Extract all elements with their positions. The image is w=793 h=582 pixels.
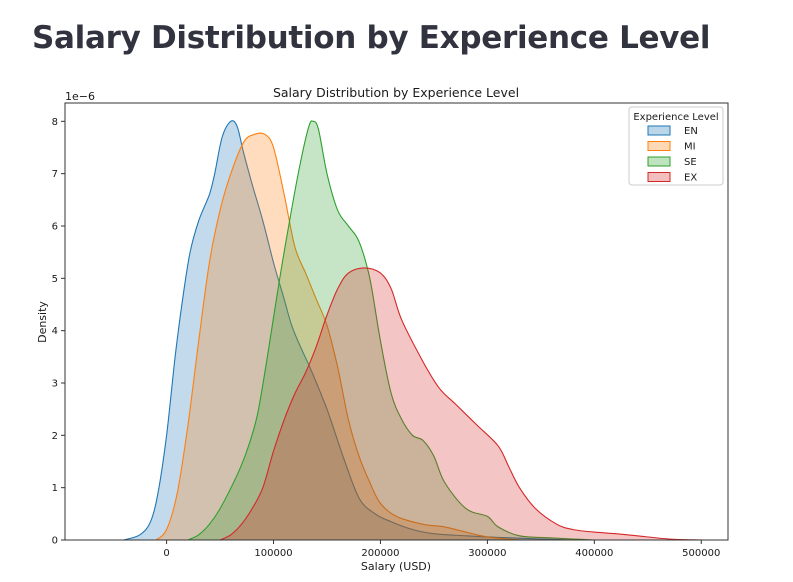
x-tick-label: 100000 <box>254 548 292 559</box>
legend-swatch-en <box>647 125 671 136</box>
y-tick-label: 1 <box>52 483 58 494</box>
legend-swatch-mi <box>647 141 671 151</box>
legend-label-ex: EX <box>684 173 697 184</box>
legend-swatch-se <box>647 156 671 167</box>
y-axis-label: Density <box>36 301 49 343</box>
y-axis-ticks: 0 1 2 3 4 5 6 7 8 <box>52 117 65 547</box>
y-offset-label: 1e−6 <box>65 90 95 103</box>
legend-label-mi: MI <box>684 142 696 153</box>
density-fill-mi <box>155 133 520 540</box>
y-tick-label: 3 <box>52 378 58 389</box>
y-tick-label: 7 <box>52 169 58 180</box>
x-axis-label: Salary (USD) <box>361 560 431 573</box>
y-tick-label: 6 <box>52 221 58 232</box>
legend-label-se: SE <box>684 157 697 168</box>
x-tick-label: 200000 <box>361 548 399 559</box>
legend-label-en: EN <box>684 126 698 137</box>
density-fill-se <box>188 120 595 541</box>
y-tick-label: 8 <box>52 117 58 128</box>
x-tick-label: 400000 <box>575 548 613 559</box>
density-line-mi <box>155 132 520 541</box>
y-tick-label: 4 <box>52 326 58 337</box>
density-areas <box>123 120 702 541</box>
y-tick-label: 2 <box>52 431 58 442</box>
page-heading: Salary Distribution by Experience Level <box>32 20 711 56</box>
y-tick-label: 5 <box>52 274 58 285</box>
x-tick-label: 0 <box>163 548 169 559</box>
density-line-ex <box>219 267 702 541</box>
x-tick-label: 300000 <box>468 548 506 559</box>
x-tick-label: 500000 <box>682 548 720 559</box>
density-line-se <box>187 120 595 541</box>
chart-title: Salary Distribution by Experience Level <box>273 85 519 100</box>
legend-title: Experience Level <box>633 112 718 123</box>
density-fill-en <box>123 120 573 540</box>
density-line-en <box>123 120 573 541</box>
plot-frame <box>64 102 729 541</box>
y-tick-label: 0 <box>52 536 58 547</box>
legend-swatch-ex <box>647 172 671 182</box>
x-axis-ticks: 0 100000 200000 300000 400000 500000 <box>163 540 720 559</box>
density-fill-ex <box>220 267 702 540</box>
legend: Experience Level EN MI SE EX <box>628 106 724 186</box>
